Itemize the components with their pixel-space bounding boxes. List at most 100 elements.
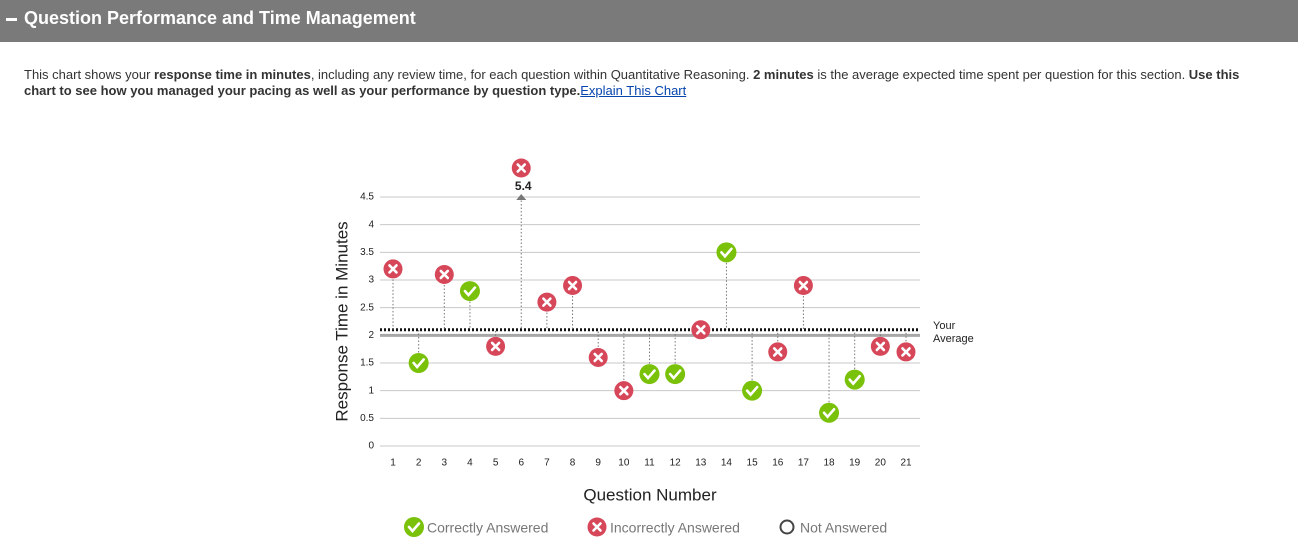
description-text: This chart shows your (24, 67, 155, 82)
cross (901, 347, 911, 357)
icon-circle (639, 364, 660, 385)
legend-label: Incorrectly Answered (610, 520, 740, 536)
x-tick-label: 16 (772, 458, 784, 469)
point (459, 281, 480, 302)
x-tick-label: 3 (442, 458, 448, 469)
check (720, 247, 733, 259)
x-tick-label: 21 (900, 458, 912, 469)
point (614, 381, 634, 401)
explain-link[interactable]: Explain This Chart (580, 83, 687, 98)
overflow-arrow (516, 194, 527, 200)
cross (592, 522, 602, 532)
y-tick-label: 0 (368, 441, 374, 452)
section-header[interactable]: Question Performance and Time Management (0, 0, 1298, 42)
x-tick-label: 17 (798, 458, 810, 469)
data-label: 5.4 (515, 179, 532, 193)
x-axis-title: Question Number (583, 485, 717, 504)
point (870, 336, 890, 356)
point (768, 342, 788, 362)
cross (490, 341, 501, 352)
point (408, 353, 429, 373)
y-tick-label: 1 (368, 385, 374, 396)
point (486, 336, 506, 356)
check (668, 369, 682, 381)
x-tick-label: 18 (823, 458, 835, 469)
cross (516, 163, 527, 173)
cross (439, 269, 450, 280)
cross (388, 264, 398, 274)
description-text: , including any review time, for each qu… (310, 67, 754, 82)
cross (875, 341, 886, 352)
point (511, 158, 531, 178)
x-tick-label: 19 (849, 458, 861, 469)
point (896, 342, 916, 362)
point (665, 364, 686, 385)
cross (593, 352, 603, 363)
x-tick-label: 2 (416, 458, 422, 469)
y-tick-label: 2 (368, 330, 374, 341)
cross (696, 325, 706, 335)
cross (567, 280, 578, 291)
check (407, 522, 421, 533)
x-tick-label: 1 (390, 458, 396, 469)
icon-circle (404, 517, 424, 537)
chart: 0 0.5 1 1.5 2 2.5 3 3.5 4 4.5 Response Time in Min… (332, 158, 920, 537)
legend-label: Not Answered (800, 520, 887, 536)
x-tick-label: 11 (644, 458, 655, 469)
point (537, 292, 557, 312)
cross (772, 347, 783, 357)
x-tick-label: 8 (570, 458, 576, 469)
point (434, 264, 454, 284)
icon-circle (819, 402, 840, 423)
x-tick-label: 14 (721, 458, 733, 469)
icon-ring (779, 519, 795, 535)
y-tick-label: 3.5 (360, 247, 374, 258)
average-label: Your Average (933, 320, 974, 345)
collapse-icon[interactable] (6, 18, 17, 21)
check (848, 374, 861, 386)
y-tick-label: 4 (368, 219, 374, 230)
legend-icon (587, 517, 607, 537)
icon-circle (459, 281, 480, 302)
point (588, 347, 608, 367)
point (639, 364, 660, 385)
check (745, 385, 759, 397)
description-text: is the average expected time spent per q… (813, 67, 1189, 82)
icon-circle (716, 242, 737, 263)
check (643, 369, 656, 381)
section-title: Question Performance and Time Management (24, 8, 416, 28)
y-tick-label: 4.5 (360, 192, 374, 203)
x-tick-label: 13 (695, 458, 707, 469)
point (793, 276, 813, 296)
icon-circle (408, 353, 429, 373)
x-tick-label: 10 (618, 458, 630, 469)
x-tick-label: 12 (670, 458, 682, 469)
point (716, 242, 737, 263)
check (822, 408, 836, 419)
x-tick-label: 5 (493, 458, 499, 469)
point (691, 320, 711, 340)
point (844, 369, 865, 390)
y-tick-label: 1.5 (360, 358, 374, 369)
cross (542, 297, 552, 307)
check (412, 358, 425, 369)
point (819, 402, 840, 423)
y-tick-label: 3 (368, 275, 374, 286)
y-axis-title: Response Time in Minutes (332, 221, 351, 421)
icon-circle (665, 364, 686, 385)
x-tick-label: 6 (518, 458, 524, 469)
point (383, 259, 403, 279)
icon-circle (742, 380, 763, 401)
icon-circle (844, 369, 865, 390)
description-text: response time in minutes (154, 67, 311, 82)
y-tick-label: 2.5 (360, 302, 374, 313)
description-text: 2 minutes (753, 67, 814, 82)
point (742, 380, 763, 401)
description: This chart shows your response time in m… (24, 67, 1274, 99)
legend-label: Correctly Answered (427, 520, 548, 536)
x-tick-label: 15 (747, 458, 759, 469)
check (463, 286, 477, 298)
point (563, 276, 583, 296)
cross (798, 280, 809, 291)
